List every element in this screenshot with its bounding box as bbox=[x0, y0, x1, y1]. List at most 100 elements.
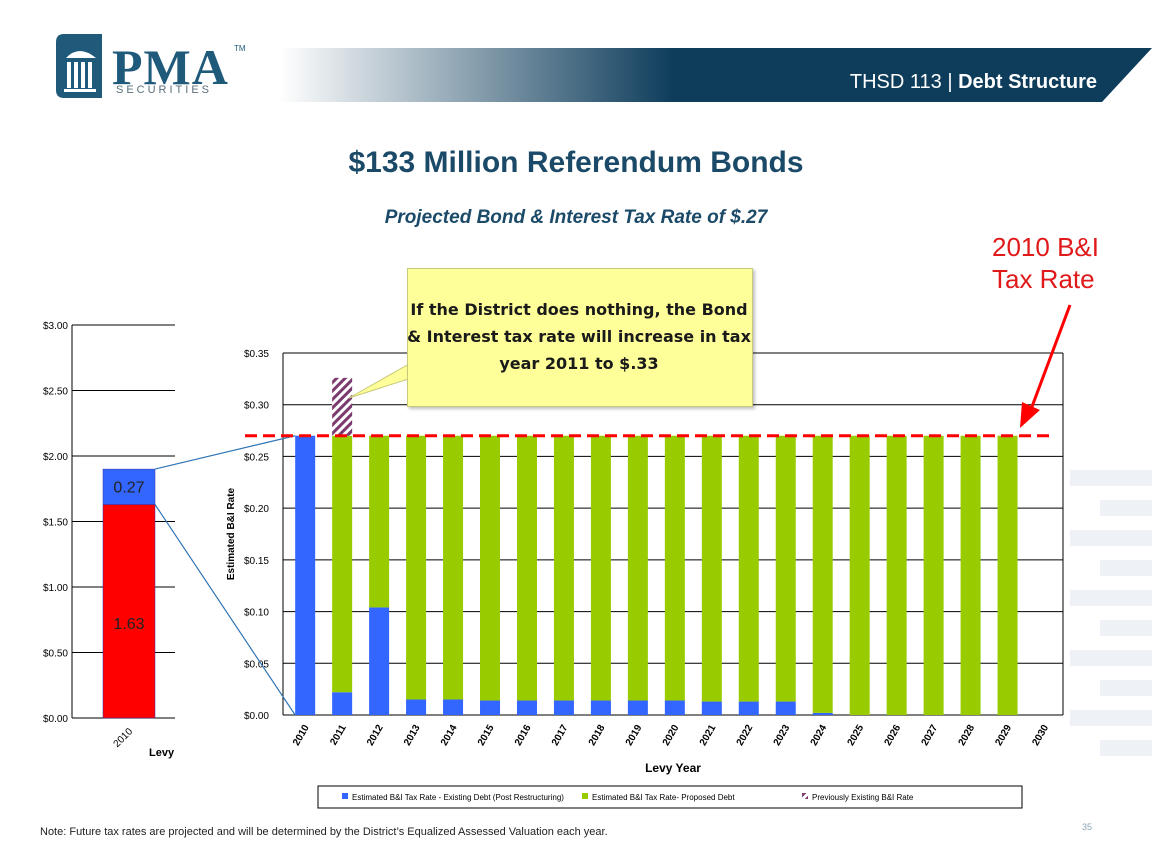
main-y-axis-title: Estimated B&I Rate bbox=[226, 487, 237, 580]
bar-segment-2011 bbox=[332, 435, 353, 693]
bar-segment-2019 bbox=[627, 435, 648, 701]
page-subtitle: Projected Bond & Interest Tax Rate of $.… bbox=[384, 207, 768, 228]
footnote: Note: Future tax rates are projected and… bbox=[40, 826, 608, 838]
bar-segment-2012 bbox=[369, 435, 390, 608]
bar-segment-2019 bbox=[627, 700, 648, 715]
pma-logo bbox=[56, 34, 102, 98]
bar-segment-2014 bbox=[443, 699, 464, 715]
annotation-arrowhead bbox=[1020, 402, 1040, 428]
bar-segment-2025 bbox=[849, 435, 870, 715]
bar-segment-2010 bbox=[295, 435, 316, 715]
levy-bar-segment bbox=[102, 504, 156, 719]
bar-segment-2022 bbox=[738, 435, 759, 702]
main-xtick-label: 2011 bbox=[328, 723, 349, 748]
bar-segment-2015 bbox=[480, 435, 501, 701]
header-banner bbox=[280, 48, 1152, 102]
legend-label: Previously Existing B&I Rate bbox=[812, 793, 914, 802]
main-ytick-label: $0.10 bbox=[244, 608, 269, 619]
main-xtick-label: 2024 bbox=[809, 723, 830, 748]
bar-segment-2024 bbox=[812, 435, 833, 713]
bar-segment-2023 bbox=[775, 701, 796, 715]
main-xtick-label: 2014 bbox=[439, 723, 460, 748]
main-ytick-label: $0.35 bbox=[244, 349, 269, 360]
main-xtick-label: 2022 bbox=[735, 723, 756, 748]
main-xtick-label: 2017 bbox=[550, 723, 571, 748]
section-prefix: THSD 113 | bbox=[849, 71, 959, 93]
section-title: Debt Structure bbox=[958, 71, 1097, 93]
main-xtick-label: 2016 bbox=[513, 723, 534, 748]
bar-segment-2020 bbox=[664, 700, 685, 715]
main-xtick-label: 2030 bbox=[1030, 723, 1051, 748]
legend-swatch bbox=[582, 793, 588, 799]
main-xtick-label: 2013 bbox=[402, 723, 423, 748]
bar-segment-2011 bbox=[332, 692, 353, 715]
bar-segment-2028 bbox=[960, 435, 981, 715]
left-ytick-label: $2.00 bbox=[43, 452, 68, 463]
main-ytick-label: $0.00 bbox=[244, 711, 269, 722]
left-ytick-label: $3.00 bbox=[43, 321, 68, 332]
left-ytick-label: $0.50 bbox=[43, 649, 68, 660]
legend-label: Estimated B&I Tax Rate- Proposed Debt bbox=[592, 793, 735, 802]
main-xtick-label: 2021 bbox=[698, 723, 719, 748]
bar-segment-2016 bbox=[516, 700, 537, 715]
bar-segment-2016 bbox=[516, 435, 537, 701]
main-ytick-label: $0.05 bbox=[244, 659, 269, 670]
levy-2010-chart: $0.00 $0.50 $1.00 $1.50 $2.00 $2.50 $3.00 1.63 0… bbox=[43, 321, 175, 759]
page-number: 35 bbox=[1082, 822, 1093, 832]
section-header: THSD 113 | Debt Structure bbox=[850, 71, 1097, 94]
bar-segment-2024 bbox=[812, 712, 833, 715]
left-xtick-label: 2010 bbox=[112, 726, 136, 750]
bar-segment-2018 bbox=[590, 700, 611, 715]
main-xtick-label: 2027 bbox=[920, 723, 941, 748]
main-ytick-label: $0.25 bbox=[244, 452, 269, 463]
legend-box bbox=[317, 785, 1023, 809]
page-title: $133 Million Referendum Bonds bbox=[348, 146, 804, 179]
bar-segment-2023 bbox=[775, 435, 796, 702]
bar-segment-2021 bbox=[701, 435, 722, 702]
main-ytick-label: $0.15 bbox=[244, 556, 269, 567]
callout-text: If the District does nothing, the Bond &… bbox=[407, 300, 751, 373]
main-xtick-label: 2023 bbox=[772, 723, 793, 748]
left-ytick-label: $1.50 bbox=[43, 518, 68, 529]
left-x-axis-title: Levy bbox=[149, 747, 175, 759]
bar-segment-2015 bbox=[480, 700, 501, 715]
annotation-overlay bbox=[245, 304, 1072, 438]
legend-swatch bbox=[342, 793, 348, 799]
bar-segment-2027 bbox=[923, 435, 944, 715]
bar-segment-2022 bbox=[738, 701, 759, 715]
bar-segment-2029 bbox=[997, 435, 1018, 715]
annotation-arrow-shaft bbox=[1028, 304, 1072, 413]
connector-line-top bbox=[154, 435, 296, 470]
bar-segment-2013 bbox=[406, 435, 427, 700]
brand-subtitle: SECURITIES bbox=[116, 84, 213, 96]
main-xtick-label: 2026 bbox=[883, 723, 904, 748]
main-xtick-label: 2025 bbox=[846, 723, 867, 748]
connector-line-bottom bbox=[154, 504, 296, 716]
bar-segment-2020 bbox=[664, 435, 685, 701]
main-xtick-label: 2029 bbox=[993, 723, 1014, 748]
main-xtick-label: 2012 bbox=[365, 723, 386, 748]
bar-segment-2026 bbox=[886, 435, 907, 715]
left-ytick-label: $0.00 bbox=[43, 714, 68, 725]
bar-segment-2021 bbox=[701, 701, 722, 715]
left-ytick-label: $1.00 bbox=[43, 583, 68, 594]
bar-segment-2017 bbox=[553, 435, 574, 701]
bar-segment-2013 bbox=[406, 699, 427, 715]
main-xtick-label: 2018 bbox=[587, 723, 608, 748]
trademark-mark: TM bbox=[234, 44, 246, 53]
main-ytick-label: $0.30 bbox=[244, 401, 269, 412]
callout-box bbox=[407, 268, 753, 407]
bar-segment-2012 bbox=[369, 607, 390, 715]
main-xtick-label: 2020 bbox=[661, 723, 682, 748]
bar-segment-2017 bbox=[553, 700, 574, 715]
legend-label: Estimated B&I Tax Rate - Existing Debt (… bbox=[352, 793, 564, 802]
levy-bar-label: 0.27 bbox=[113, 480, 144, 497]
main-xtick-label: 2019 bbox=[624, 723, 645, 748]
bar-segment-2018 bbox=[590, 435, 611, 701]
bar-segment-2014 bbox=[443, 435, 464, 700]
legend-swatch bbox=[802, 793, 808, 799]
main-ytick-label: $0.20 bbox=[244, 504, 269, 515]
levy-bar-segment bbox=[102, 468, 156, 505]
main-xtick-label: 2015 bbox=[476, 723, 497, 748]
